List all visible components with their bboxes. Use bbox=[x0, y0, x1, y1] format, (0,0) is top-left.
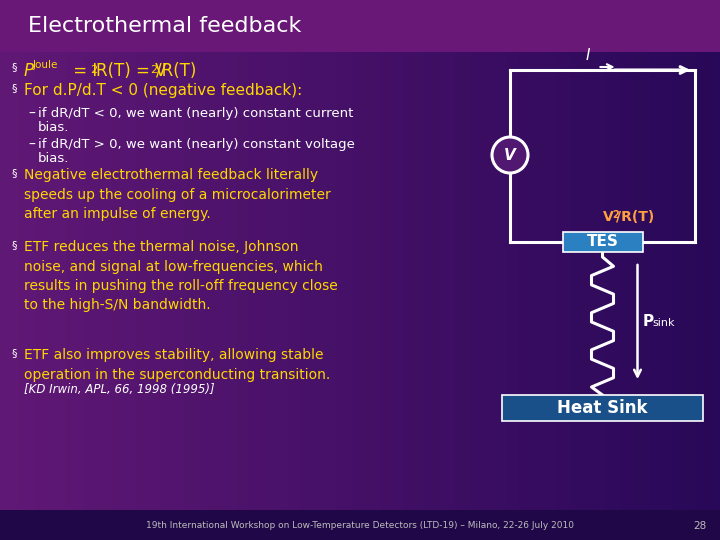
Text: V: V bbox=[603, 210, 613, 224]
Text: /R(T): /R(T) bbox=[616, 210, 654, 224]
Text: ETF also improves stability, allowing stable
operation in the superconducting tr: ETF also improves stability, allowing st… bbox=[24, 348, 330, 381]
Text: Joule: Joule bbox=[33, 60, 58, 70]
Text: I: I bbox=[585, 48, 590, 63]
Text: §: § bbox=[12, 62, 17, 72]
Bar bbox=[0, 0, 720, 52]
Text: bias.: bias. bbox=[38, 121, 69, 134]
Text: P: P bbox=[24, 62, 34, 80]
Text: §: § bbox=[12, 168, 17, 178]
Text: /R(T): /R(T) bbox=[156, 62, 197, 80]
Text: –: – bbox=[28, 107, 35, 121]
Text: §: § bbox=[12, 348, 17, 358]
Text: ETF reduces the thermal noise, Johnson
noise, and signal at low-frequencies, whi: ETF reduces the thermal noise, Johnson n… bbox=[24, 240, 338, 313]
Text: 2: 2 bbox=[150, 65, 157, 75]
Text: = I: = I bbox=[68, 62, 97, 80]
Text: 2: 2 bbox=[90, 65, 97, 75]
Text: bias.: bias. bbox=[38, 152, 69, 165]
Text: if dR/dT > 0, we want (nearly) constant voltage: if dR/dT > 0, we want (nearly) constant … bbox=[38, 138, 355, 151]
Text: Negative electrothermal feedback literally
speeds up the cooling of a microcalor: Negative electrothermal feedback literal… bbox=[24, 168, 330, 221]
Text: V: V bbox=[504, 147, 516, 163]
Text: 28: 28 bbox=[693, 521, 706, 531]
Text: [KD Irwin, APL, 66, 1998 (1995)]: [KD Irwin, APL, 66, 1998 (1995)] bbox=[24, 383, 215, 396]
Bar bbox=[502, 395, 703, 421]
Text: §: § bbox=[12, 83, 17, 93]
Text: P: P bbox=[642, 314, 654, 329]
Text: For d.P/d.T < 0 (negative feedback):: For d.P/d.T < 0 (negative feedback): bbox=[24, 83, 302, 98]
Text: 19th International Workshop on Low-Temperature Detectors (LTD-19) – Milano, 22-2: 19th International Workshop on Low-Tempe… bbox=[146, 522, 574, 530]
Text: –: – bbox=[28, 138, 35, 152]
Text: Heat Sink: Heat Sink bbox=[557, 399, 648, 417]
Bar bbox=[0, 510, 720, 540]
Text: 2: 2 bbox=[613, 210, 619, 220]
Text: §: § bbox=[12, 240, 17, 250]
Text: TES: TES bbox=[587, 234, 618, 249]
Bar bbox=[562, 232, 642, 252]
Circle shape bbox=[492, 137, 528, 173]
Text: R(T) = V: R(T) = V bbox=[96, 62, 166, 80]
Text: Electrothermal feedback: Electrothermal feedback bbox=[28, 16, 302, 36]
Text: sink: sink bbox=[652, 318, 675, 328]
Text: if dR/dT < 0, we want (nearly) constant current: if dR/dT < 0, we want (nearly) constant … bbox=[38, 107, 354, 120]
